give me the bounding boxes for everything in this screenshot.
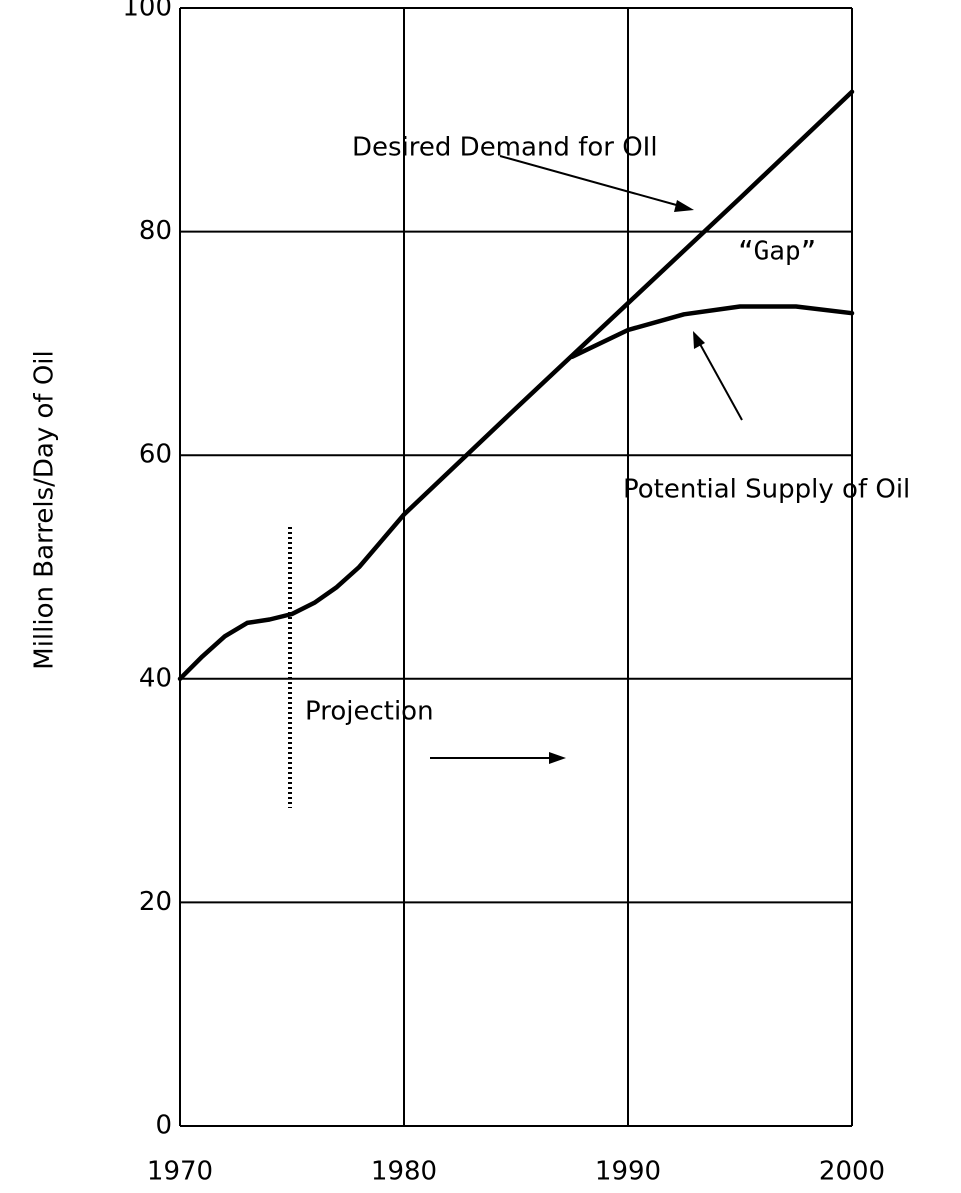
y-tick-label: 20 <box>139 887 172 917</box>
x-tick-label: 1970 <box>147 1157 213 1187</box>
series-label: Potential Supply of Oil <box>623 475 910 505</box>
arrow-head <box>674 200 694 212</box>
x-tick-label: 1990 <box>595 1157 661 1187</box>
y-tick-label: 100 <box>122 0 172 23</box>
y-tick-label: 60 <box>139 440 172 470</box>
y-tick-label: 80 <box>139 216 172 246</box>
projection-annotation: Projection <box>305 697 434 727</box>
y-axis-label: Million Barrels/Day of Oil <box>30 350 60 669</box>
x-tick-label: 2000 <box>819 1157 885 1187</box>
gap-annotation: “Gap” <box>738 237 816 267</box>
x-tick-label: 1980 <box>371 1157 437 1187</box>
arrow-head <box>549 752 566 764</box>
y-tick-label: 0 <box>155 1111 172 1141</box>
arrow-head <box>693 331 705 349</box>
series-line <box>177 89 855 682</box>
arrow <box>499 155 681 207</box>
y-tick-label: 40 <box>139 663 172 693</box>
series-line <box>569 304 855 360</box>
arrow <box>699 343 743 421</box>
